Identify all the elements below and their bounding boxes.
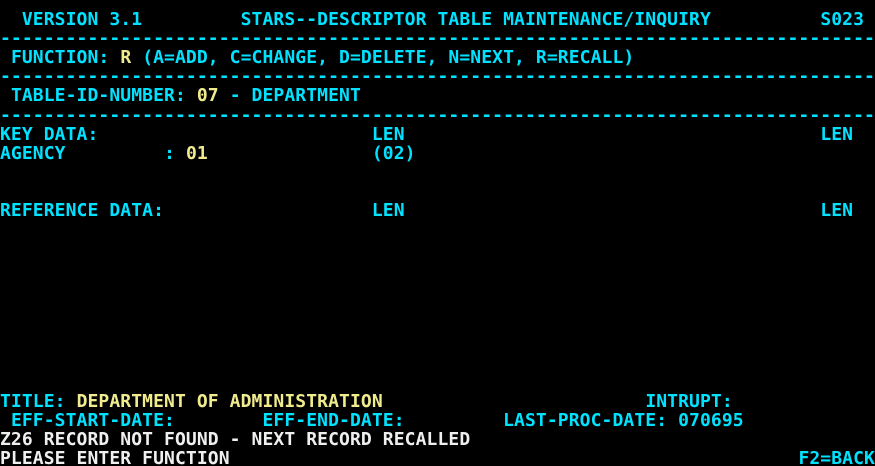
function-options: (A=ADD, C=CHANGE, D=DELETE, N=NEXT, R=RE… — [142, 47, 635, 69]
title-value[interactable]: DEPARTMENT OF ADMINISTRATION — [76, 391, 383, 412]
reference-len-header-right: LEN — [820, 200, 854, 221]
agency-label: AGENCY — [0, 142, 66, 164]
table-id-name: - DEPARTMENT — [229, 85, 361, 107]
title-label: TITLE: — [0, 391, 66, 412]
key-len-header-right: LEN — [820, 123, 854, 145]
function-input[interactable]: R — [120, 47, 132, 69]
separator-line: ----------------------------------------… — [0, 104, 875, 126]
status-message: Z26 RECORD NOT FOUND - NEXT RECORD RECAL… — [0, 429, 471, 451]
agency-len-value: (02) — [371, 142, 416, 164]
screen-title: STARS--DESCRIPTOR TABLE MAINTENANCE/INQU… — [240, 9, 711, 30]
version-label: VERSION 3.1 — [21, 9, 143, 30]
separator-line: ----------------------------------------… — [0, 28, 875, 50]
agency-input[interactable]: 01 — [185, 142, 208, 164]
key-len-header-left: LEN — [371, 123, 405, 145]
separator-line: ----------------------------------------… — [0, 66, 875, 88]
last-proc-date-label: LAST-PROC-DATE: — [503, 410, 668, 432]
intrupt-label: INTRUPT: — [645, 391, 733, 412]
last-proc-date-value: 070695 — [678, 410, 744, 432]
table-id-label: TABLE-ID-NUMBER: — [10, 85, 186, 107]
eff-start-date-label: EFF-START-DATE: — [10, 410, 175, 432]
prompt-message: PLEASE ENTER FUNCTION — [0, 448, 230, 466]
eff-end-date-label: EFF-END-DATE: — [262, 410, 405, 432]
table-id-input[interactable]: 07 — [196, 85, 219, 107]
f2-back-hint: F2=BACK — [798, 448, 875, 466]
function-label: FUNCTION: — [10, 47, 110, 69]
reference-data-label: REFERENCE DATA: — [0, 200, 165, 221]
key-data-label: KEY DATA: — [0, 123, 99, 145]
agency-colon: : — [164, 142, 175, 164]
screen-id: S023 — [820, 9, 865, 30]
reference-len-header-left: LEN — [371, 200, 405, 221]
